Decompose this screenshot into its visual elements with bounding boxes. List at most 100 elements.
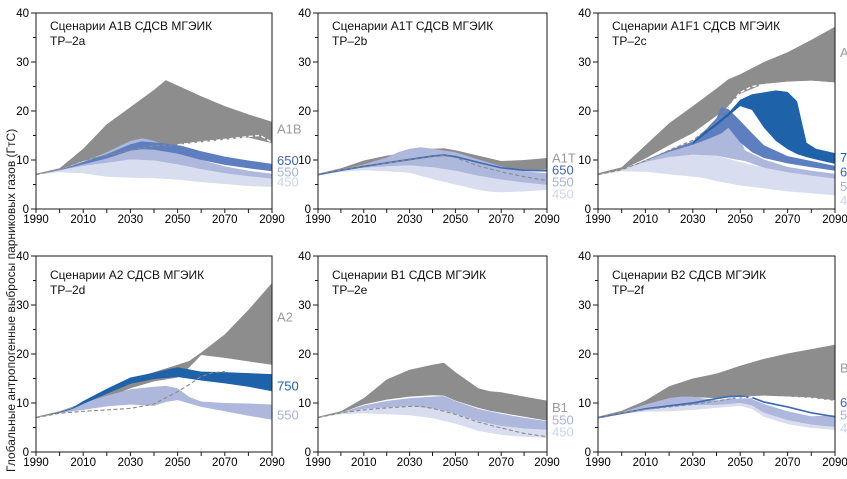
x-tick-label: 2010 [70,457,96,469]
x-tick-label: 2030 [397,457,423,469]
y-tick-label: 0 [305,447,311,459]
y-tick-label: 10 [298,398,311,410]
x-tick-label: 2070 [775,214,801,226]
x-tick-label: 2050 [165,457,191,469]
x-tick-label: 2050 [443,214,469,226]
x-tick-label: 2050 [443,457,469,469]
x-tick-label: 2070 [212,457,238,469]
x-tick-label: 1990 [305,214,331,226]
y-tick-label: 30 [578,300,591,312]
x-tick-label: 1990 [23,457,49,469]
panel-subtitle: ТР–2c [612,34,647,48]
x-tick-label: 2010 [633,214,659,226]
y-tick-label: 20 [298,106,311,118]
y-tick-label: 40 [578,8,591,20]
band-label-A1B: A1B [277,122,302,137]
x-tick-label: 2010 [70,214,96,226]
y-tick-label: 0 [23,204,29,216]
panel-title: Сценарии A2 СДСВ МГЭИК [50,268,204,282]
panel-title: Сценарии B1 СДСВ МГЭИК [332,268,486,282]
band-550 [36,138,272,179]
line-marker-dashed [317,405,548,438]
band-550 [36,385,272,420]
x-tick-label: 1990 [585,457,611,469]
y-tick-label: 30 [16,300,29,312]
panel-title: Сценарии B2 СДСВ МГЭИК [612,268,766,282]
band-label-A1FI: A1FI [840,45,847,60]
band-450 [36,159,272,187]
y-tick-label: 30 [578,57,591,69]
band-label-750: 750 [277,378,299,393]
y-tick-label: 40 [16,251,29,263]
y-tick-label: 20 [578,106,591,118]
x-tick-label: 2050 [165,214,191,226]
line-marker-dashed-in-gray [727,80,836,108]
y-tick-label: 0 [585,204,591,216]
band-550 [598,396,835,427]
y-tick-label: 30 [298,300,311,312]
line-marker-dashed [35,144,178,176]
x-tick-label: 2070 [212,214,238,226]
y-axis-title: Глобальные антропогенные выбросы парнико… [4,128,18,472]
band-750 [692,90,835,164]
x-tick-label: 2090 [822,214,847,226]
band-A2-range [36,282,272,418]
band-550 [598,125,835,179]
y-tick-label: 20 [578,349,591,361]
y-tick-label: 20 [298,349,311,361]
x-tick-label: 1990 [23,214,49,226]
panel-title: Сценарии A1F1 СДСВ МГЭИК [612,19,780,33]
band-label-550: 550 [840,179,847,194]
panel-subtitle: ТР–2b [332,34,368,48]
y-tick-label: 0 [305,204,311,216]
y-tick-label: 30 [16,57,29,69]
band-label-650: 650 [552,162,574,177]
band-450 [598,154,835,196]
y-tick-label: 10 [578,398,591,410]
line-marker-dashed-in-gray [735,395,836,402]
y-tick-label: 20 [16,349,29,361]
band-label-450: 450 [552,424,574,439]
band-B2-range [598,344,835,418]
line-marker-dashed [597,397,736,419]
band-label-550: 550 [840,408,847,423]
x-tick-label: 2090 [534,214,560,226]
band-label-450: 450 [552,186,574,201]
band-label-550: 550 [277,164,299,179]
y-tick-label: 0 [23,447,29,459]
band-label-550: 550 [277,408,299,423]
y-tick-label: 10 [16,155,29,167]
x-tick-label: 2010 [633,457,659,469]
y-tick-label: 10 [16,398,29,410]
band-label-650: 650 [277,153,299,168]
panel-subtitle: ТР–2d [50,283,85,297]
x-tick-label: 2030 [397,214,423,226]
band-label-650: 650 [840,165,847,180]
y-tick-label: 10 [578,155,591,167]
band-label-750: 750 [840,150,847,165]
x-tick-label: 2030 [680,457,706,469]
band-label-A1T: A1T [552,151,576,166]
x-tick-label: 2050 [727,214,753,226]
line-marker-dashed-in-gray [177,134,273,146]
x-tick-label: 2030 [118,214,144,226]
y-tick-label: 0 [585,447,591,459]
x-tick-label: 1990 [585,214,611,226]
band-450 [598,403,835,430]
band-550 [318,396,547,430]
band-label-550: 550 [552,413,574,428]
x-tick-label: 2050 [727,457,753,469]
y-tick-label: 30 [298,57,311,69]
band-A1FI-range [598,26,835,175]
x-tick-label: 1990 [305,457,331,469]
x-tick-label: 2010 [351,457,377,469]
band-label-A2: A2 [277,309,293,324]
x-tick-label: 2090 [259,214,285,226]
